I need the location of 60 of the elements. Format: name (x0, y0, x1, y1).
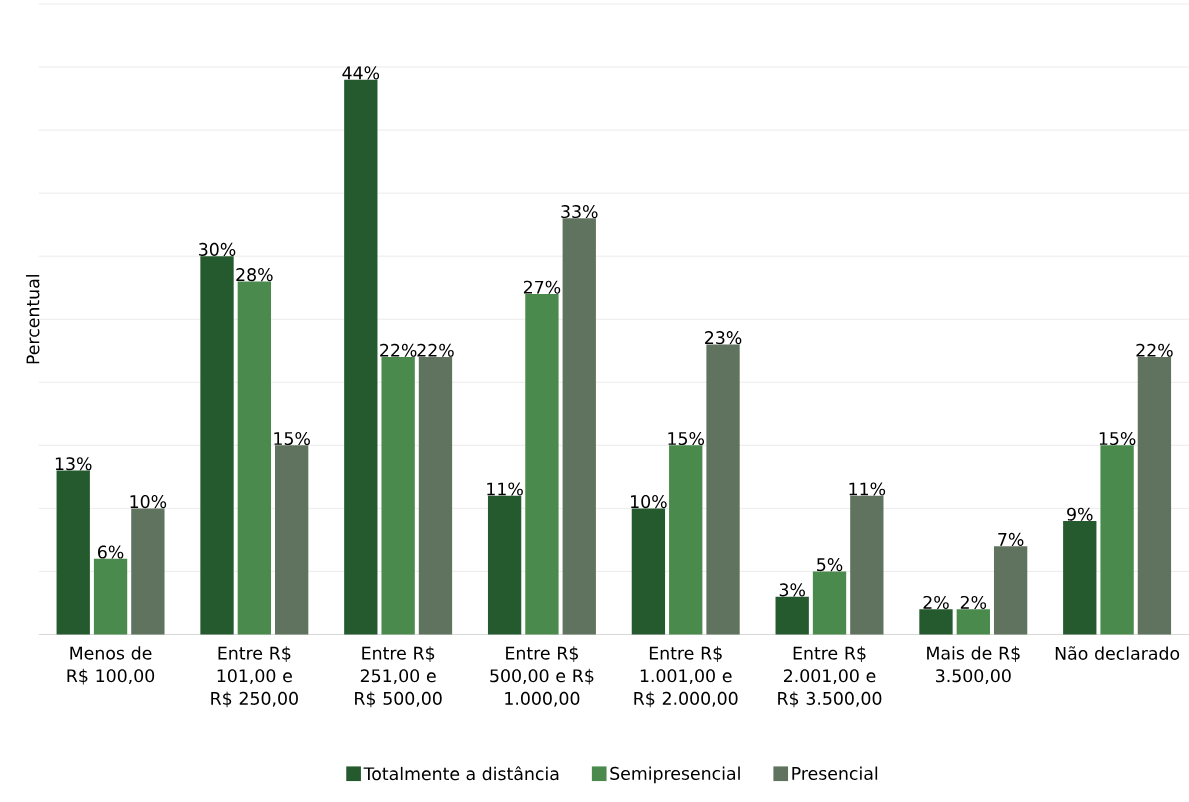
x-tick-label: Entre R$ 2.001,00 e R$ 3.500,00 (778, 645, 882, 708)
bar (237, 281, 272, 635)
x-tick-label: Entre R$ 500,00 e R$ 1.000,00 (490, 645, 594, 707)
bar (56, 470, 90, 635)
bar (131, 508, 165, 635)
data-label: 15% (274, 431, 310, 445)
data-label: 30% (199, 242, 236, 256)
legend-label: Totalmente a distância (363, 765, 559, 781)
data-label: 27% (523, 280, 561, 294)
data-label: 23% (705, 330, 742, 344)
bar (200, 255, 234, 635)
bar (344, 79, 378, 635)
bar (1100, 445, 1134, 635)
legend-label: Semipresencial (610, 766, 740, 784)
bar (956, 609, 990, 635)
data-label: 15% (668, 431, 705, 445)
bar (775, 596, 809, 635)
data-label: 44% (342, 66, 380, 80)
data-label: 7% (998, 532, 1024, 546)
bar (919, 609, 953, 635)
bar (993, 546, 1028, 635)
legend-label: Presencial (792, 766, 878, 780)
bar (1063, 520, 1097, 635)
bar (812, 571, 847, 635)
bar (850, 495, 884, 635)
data-label: 33% (561, 204, 598, 218)
data-label: 22% (380, 343, 417, 357)
bar (669, 445, 703, 635)
bar (93, 558, 128, 635)
y-axis-title: Percentual (26, 274, 40, 364)
bar (706, 344, 740, 635)
x-tick-label: Mais de R$ 3.500,00 (927, 645, 1020, 684)
data-label: 15% (1099, 431, 1136, 445)
bar (381, 356, 415, 635)
bar (631, 508, 666, 635)
data-label: 9% (1067, 507, 1093, 521)
x-tick-label: Menos de R$ 100,00 (67, 645, 155, 685)
data-label: 11% (849, 482, 886, 496)
data-label: 11% (487, 482, 523, 496)
data-label: 2% (923, 595, 949, 609)
bar (1137, 356, 1172, 635)
x-tick-label: Entre R$ 101,00 e R$ 250,00 (211, 645, 298, 708)
bar (418, 356, 453, 635)
data-label: 22% (417, 343, 454, 357)
data-label: 6% (98, 545, 124, 559)
x-tick-label: Entre R$ 1.001,00 e R$ 2.000,00 (634, 645, 738, 708)
data-label: 10% (130, 494, 167, 508)
data-label: 28% (236, 267, 273, 281)
data-label: 22% (1136, 343, 1173, 357)
data-label: 3% (779, 583, 805, 597)
data-label: 5% (817, 557, 843, 571)
bar (487, 495, 522, 635)
data-label: 13% (55, 456, 92, 471)
bar (562, 218, 596, 635)
data-label: 2% (960, 595, 987, 609)
x-tick-label: Entre R$ 251,00 e R$ 500,00 (355, 645, 442, 708)
bar (275, 445, 309, 635)
data-label: 10% (631, 494, 667, 508)
bar (525, 293, 559, 635)
x-tick-label: Não declarado (1055, 646, 1180, 660)
